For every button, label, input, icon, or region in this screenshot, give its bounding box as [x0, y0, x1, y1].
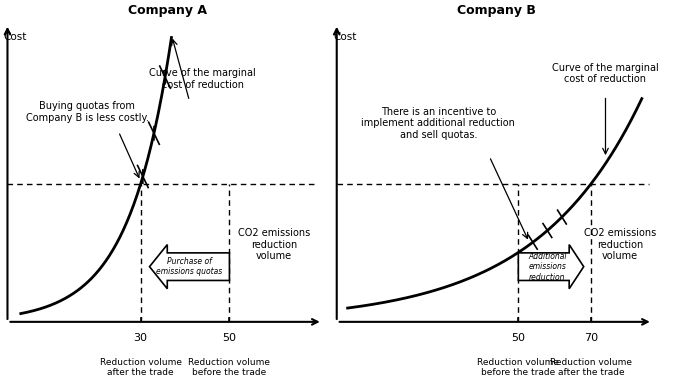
Text: Purchase of
emissions quotas: Purchase of emissions quotas [156, 257, 222, 276]
Text: Buying quotas from
Company B is less costly.: Buying quotas from Company B is less cos… [26, 101, 149, 123]
Text: 50: 50 [511, 333, 525, 343]
Text: Reduction volume
before the trade: Reduction volume before the trade [189, 358, 270, 377]
Text: CO2 emissions
reduction
volume: CO2 emissions reduction volume [238, 228, 310, 261]
Text: Reduction volume
after the trade: Reduction volume after the trade [99, 358, 182, 377]
Text: 70: 70 [584, 333, 598, 343]
Text: Curve of the marginal
cost of reduction: Curve of the marginal cost of reduction [149, 68, 256, 90]
Text: There is an incentive to
implement additional reduction
and sell quotas.: There is an incentive to implement addit… [362, 106, 515, 140]
Text: Additional
emissions
reduction: Additional emissions reduction [528, 252, 566, 282]
Text: CO2 emissions
reduction
volume: CO2 emissions reduction volume [584, 228, 656, 261]
FancyArrow shape [518, 245, 583, 289]
Text: 30: 30 [134, 333, 147, 343]
Text: Reduction volume
after the trade: Reduction volume after the trade [550, 358, 632, 377]
Title: Company B: Company B [457, 4, 536, 17]
Title: Company A: Company A [128, 4, 207, 17]
Text: Cost: Cost [3, 32, 26, 42]
Text: Cost: Cost [333, 32, 356, 42]
FancyArrow shape [149, 245, 229, 289]
Text: Reduction volume
before the trade: Reduction volume before the trade [477, 358, 559, 377]
Text: 50: 50 [222, 333, 237, 343]
Text: Curve of the marginal
cost of reduction: Curve of the marginal cost of reduction [552, 63, 659, 84]
